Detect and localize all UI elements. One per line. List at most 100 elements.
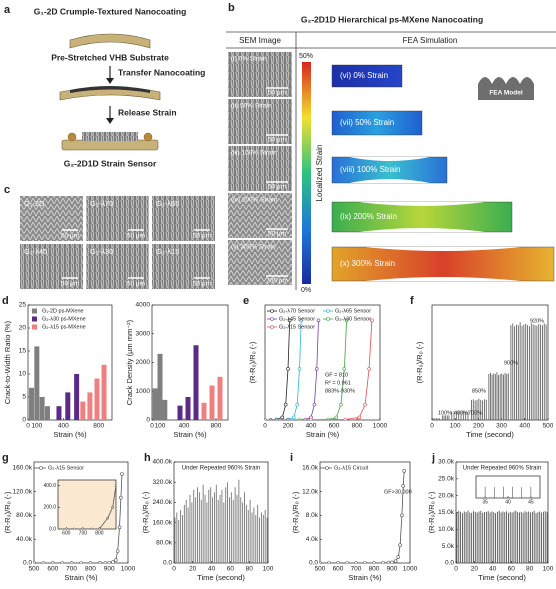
x-axis-label: Strain (%)	[53, 430, 87, 439]
y-tick-label: 20.0k	[438, 492, 455, 499]
sem-header: SEM Image	[239, 36, 281, 45]
y-tick-label: 0.0	[49, 526, 56, 532]
annotation: R² = 0.961	[325, 380, 351, 386]
bar	[80, 401, 86, 420]
colorbar	[302, 62, 311, 284]
legend-swatch	[32, 316, 37, 322]
point	[312, 402, 317, 407]
y-tick-label: 10	[19, 371, 27, 378]
x-axis-label: Strain (%)	[64, 573, 98, 582]
scale-label: 50 μm	[268, 90, 286, 97]
point	[291, 415, 296, 420]
sem-image	[20, 196, 83, 241]
point	[107, 560, 111, 563]
image-label: G₂-λ30	[90, 247, 113, 256]
annotation: GF = 810	[325, 372, 348, 378]
panel-label: d	[2, 295, 9, 307]
y-tick-label: 10.0k	[438, 526, 455, 533]
x-tick-label: 100	[263, 566, 274, 573]
colorbar-min: 0%	[301, 287, 311, 294]
sem-image	[228, 193, 292, 238]
sem-label: (v) 300% Strain	[231, 244, 276, 251]
panel-label: c	[4, 184, 10, 196]
coating-shape	[82, 132, 138, 141]
legend-marker	[270, 309, 274, 313]
annotation: 700%	[468, 410, 482, 416]
x-tick-label: 700	[66, 566, 77, 573]
sem-image	[86, 244, 149, 289]
sem-label: (i) 0% Strain	[231, 56, 267, 63]
a-title: G₁-2D Crumple-Textured Nanocoating	[34, 6, 187, 16]
substrate-label: Pre-Stretched VHB Substrate	[51, 52, 169, 62]
x-axis-label: Strain (%)	[306, 430, 340, 439]
point	[103, 561, 108, 563]
arrow-head	[106, 78, 114, 84]
point	[363, 561, 367, 563]
point	[354, 561, 358, 563]
annotation: 900%	[504, 360, 518, 366]
x-tick-label: 400	[306, 423, 317, 430]
x-tick-label: 700	[351, 566, 362, 573]
bar	[29, 387, 35, 420]
arrow-head	[106, 118, 114, 124]
legend-label: G₂-λ15 ps-MXene	[42, 324, 86, 330]
y-tick-label: 15.0k	[438, 509, 455, 516]
x-tick-label: 0	[26, 423, 30, 430]
bar	[162, 399, 168, 420]
y-tick-label: 80.0k	[156, 540, 173, 547]
y-tick-label: 25	[19, 302, 27, 309]
x-tick-label: 1000	[403, 566, 418, 573]
point	[120, 472, 124, 476]
bar	[87, 392, 93, 420]
point	[320, 561, 322, 563]
x-tick-label: 300	[496, 423, 507, 430]
chart: 0 20 40 60 80 100 0.0 80.0k 160.0k 240.0k 320.0k 40…	[141, 452, 274, 582]
x-tick-label: 900	[104, 566, 115, 573]
point	[115, 549, 120, 553]
fea-label: (vi) 0% Strain	[340, 71, 388, 80]
point	[363, 402, 367, 407]
x-tick-label: 800	[369, 566, 380, 573]
x-axis-label: Time (second)	[197, 573, 245, 582]
y-axis-label: (R-R₀)/R₀ (-)	[248, 341, 257, 383]
point	[111, 560, 115, 563]
point	[118, 365, 120, 367]
x-tick-label: 800	[93, 423, 104, 430]
x-tick-label: 400	[519, 423, 530, 430]
x-tick-label: 100	[155, 423, 166, 430]
y-tick-label: 0.0	[445, 560, 454, 567]
y-tick-label: 400.0	[43, 483, 56, 489]
plot-area	[320, 469, 407, 563]
y-tick-label: 200.0	[43, 505, 56, 511]
x-axis-label: Time (second)	[466, 430, 514, 439]
x-tick-label: 60	[227, 566, 235, 573]
scale-label: 50 μm	[61, 233, 79, 240]
plot-frame	[319, 461, 411, 564]
x-tick-label: 20	[471, 566, 479, 573]
x-tick-label: 0	[263, 423, 267, 430]
point	[316, 318, 321, 323]
point	[81, 527, 85, 529]
chart: 500 600 700 800 900 1000 0.0 4.0k 8.0k 12.0k 16.0k…	[290, 452, 418, 582]
scale-label: 50 μm	[268, 184, 286, 191]
point	[396, 555, 401, 559]
legend-swatch	[32, 324, 37, 330]
panel-label: b	[228, 2, 235, 14]
fea-header: FEA Simulation	[403, 36, 458, 45]
legend-label: G₂-λ15 Circuit	[334, 465, 369, 471]
plot-area	[29, 346, 107, 420]
colorbar-max: 50%	[299, 53, 313, 60]
point	[314, 367, 319, 371]
sem-label: (iii) 100% Strain	[231, 150, 277, 157]
legend-marker	[270, 317, 274, 321]
legend-marker	[325, 466, 329, 470]
plot-area	[58, 365, 120, 529]
y-tick-label: 4000	[136, 302, 151, 309]
point	[339, 402, 343, 407]
y-tick-label: 16.0k	[302, 465, 319, 472]
sem-image	[152, 196, 215, 241]
scale-label: 50 μm	[61, 281, 79, 288]
x-tick-label: 40	[208, 566, 216, 573]
point	[287, 318, 292, 323]
